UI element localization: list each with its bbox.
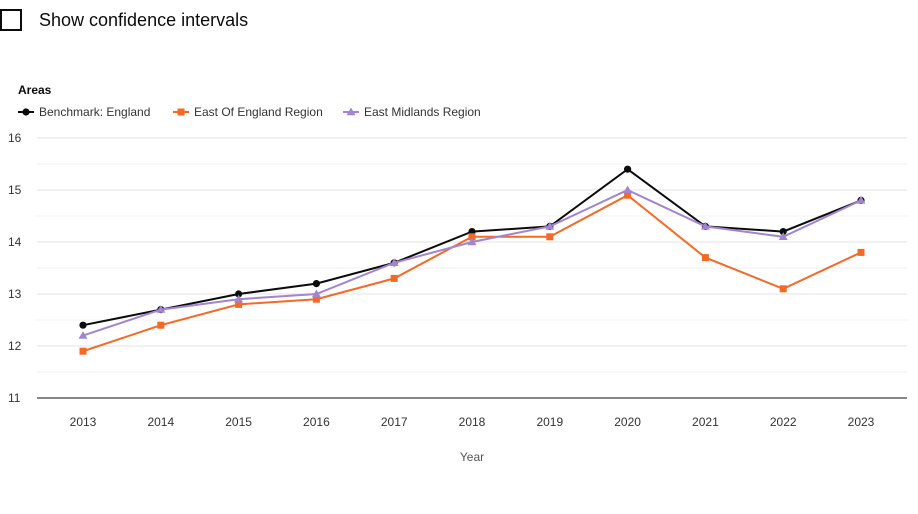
data-point bbox=[779, 285, 787, 293]
data-point bbox=[311, 289, 321, 298]
x-tick-label: 2018 bbox=[459, 415, 486, 429]
data-point bbox=[78, 331, 88, 339]
legend: Benchmark: England East Of England Region… bbox=[18, 105, 481, 119]
x-axis-title: Year bbox=[460, 450, 484, 464]
data-point bbox=[623, 185, 633, 194]
legend-title: Areas bbox=[18, 83, 52, 97]
data-point bbox=[778, 232, 788, 240]
x-tick-label: 2015 bbox=[225, 415, 252, 429]
data-point bbox=[700, 221, 710, 230]
legend-label: East Of England Region bbox=[194, 105, 323, 119]
y-tick-label: 12 bbox=[8, 339, 22, 353]
data-point bbox=[701, 254, 709, 262]
legend-marker bbox=[346, 107, 356, 116]
x-tick-label: 2014 bbox=[147, 415, 174, 429]
x-tick-label: 2017 bbox=[381, 415, 408, 429]
series-line bbox=[82, 194, 862, 353]
legend-label: East Midlands Region bbox=[364, 105, 481, 119]
series-group bbox=[78, 165, 866, 355]
confidence-intervals-label: Show confidence intervals bbox=[39, 9, 249, 30]
data-point bbox=[856, 195, 866, 204]
data-point bbox=[857, 248, 865, 256]
data-point bbox=[624, 165, 632, 173]
x-tick-label: 2016 bbox=[303, 415, 330, 429]
series-2 bbox=[78, 185, 866, 339]
legend-item[interactable]: Benchmark: England bbox=[18, 105, 150, 119]
data-point bbox=[467, 237, 477, 246]
data-point bbox=[468, 233, 476, 241]
x-axis: 2013 2014 2015 2016 2017 2018 2019 2020 2021 2022… bbox=[70, 415, 875, 429]
data-point bbox=[545, 221, 555, 230]
data-point bbox=[312, 295, 320, 303]
y-tick-label: 16 bbox=[8, 131, 22, 145]
series-line bbox=[82, 188, 862, 337]
data-point bbox=[389, 258, 399, 266]
data-point bbox=[779, 228, 787, 236]
data-point bbox=[157, 321, 165, 329]
data-point bbox=[79, 321, 87, 329]
y-tick-label: 14 bbox=[8, 235, 22, 249]
series-1 bbox=[79, 191, 865, 355]
data-point bbox=[235, 300, 243, 308]
data-point bbox=[234, 294, 244, 303]
y-tick-label: 15 bbox=[8, 183, 22, 197]
legend-marker bbox=[177, 108, 185, 116]
x-tick-label: 2019 bbox=[536, 415, 563, 429]
x-tick-label: 2013 bbox=[70, 415, 97, 429]
confidence-intervals-checkbox[interactable] bbox=[0, 9, 22, 31]
x-tick-label: 2023 bbox=[848, 415, 875, 429]
data-point bbox=[390, 274, 398, 282]
y-tick-label: 11 bbox=[8, 391, 21, 405]
data-point bbox=[156, 305, 166, 313]
y-axis: 11 12 13 14 15 16 bbox=[8, 131, 907, 405]
legend-label: Benchmark: England bbox=[39, 105, 150, 119]
confidence-intervals-toggle[interactable]: Show confidence intervals bbox=[0, 9, 248, 31]
series-line bbox=[82, 167, 862, 327]
legend-item[interactable]: East Of England Region bbox=[173, 105, 323, 119]
data-point bbox=[79, 347, 87, 355]
legend-marker bbox=[22, 108, 30, 116]
data-point bbox=[312, 280, 320, 288]
data-point bbox=[624, 191, 632, 199]
x-tick-label: 2022 bbox=[770, 415, 797, 429]
y-tick-label: 13 bbox=[8, 287, 22, 301]
x-tick-label: 2021 bbox=[692, 415, 719, 429]
data-point bbox=[235, 290, 243, 298]
legend-item[interactable]: East Midlands Region bbox=[343, 105, 481, 119]
x-tick-label: 2020 bbox=[614, 415, 641, 429]
data-point bbox=[546, 233, 554, 241]
gridlines bbox=[37, 137, 907, 373]
